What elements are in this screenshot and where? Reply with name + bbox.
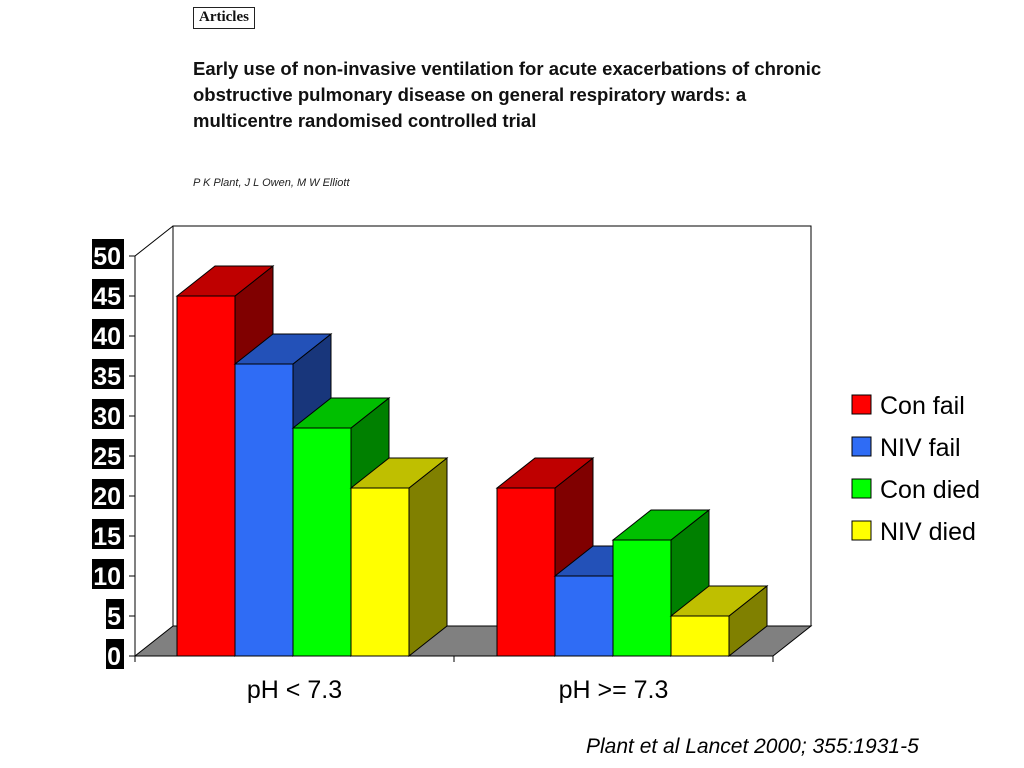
legend-swatch: [851, 394, 872, 415]
y-tick-label: 20: [93, 483, 121, 511]
y-tick-label: 5: [107, 603, 121, 631]
y-tick-label: 25: [93, 443, 121, 471]
y-tick-box: [106, 599, 124, 629]
y-tick-box: [92, 439, 124, 469]
legend-label: Con died: [880, 476, 980, 504]
bar-front: [612, 539, 672, 657]
legend-label: NIV died: [880, 518, 976, 546]
y-tick-box: [92, 239, 124, 269]
bar-front: [292, 427, 352, 657]
citation: Plant et al Lancet 2000; 355:1931-5: [586, 735, 919, 758]
y-tick-box: [92, 479, 124, 509]
y-tick-label: 40: [93, 323, 121, 351]
legend-label: Con fail: [880, 392, 965, 420]
bar-front: [350, 487, 410, 657]
bar-front: [176, 295, 236, 657]
legend-swatch: [851, 520, 872, 541]
bar-front: [670, 615, 730, 657]
y-tick-box: [92, 319, 124, 349]
y-axis: 0 5 10 15 20 25 30 35 40 45 50: [92, 239, 136, 671]
y-tick-label: 50: [93, 243, 121, 271]
legend-swatch: [851, 436, 872, 457]
y-tick-label: 0: [107, 643, 121, 671]
y-tick-box: [106, 639, 124, 669]
x-axis: pH < 7.3 pH >= 7.3: [134, 655, 774, 704]
section-tag: Articles: [193, 7, 255, 29]
legend-swatch: [851, 478, 872, 499]
y-tick-label: 30: [93, 403, 121, 431]
y-tick-label: 45: [93, 283, 121, 311]
bars: [175, 264, 769, 658]
paper-title: Early use of non-invasive ventilation fo…: [193, 58, 822, 131]
bar-front: [554, 575, 614, 657]
y-tick-box: [92, 559, 124, 589]
paper-authors: P K Plant, J L Owen, M W Elliott: [193, 177, 350, 189]
y-tick-label: 15: [93, 523, 121, 551]
bar: [349, 456, 449, 658]
y-tick-box: [92, 279, 124, 309]
bar-side: [408, 456, 448, 658]
y-tick-box: [92, 519, 124, 549]
legend: Con fail NIV fail Con died NIV died: [851, 392, 980, 546]
chart-left-wall-edge: [134, 225, 174, 257]
y-tick-label: 10: [93, 563, 121, 591]
x-category-label: pH >= 7.3: [559, 676, 669, 704]
x-category-label: pH < 7.3: [247, 676, 342, 704]
legend-label: NIV fail: [880, 434, 961, 462]
y-tick-label: 35: [93, 363, 121, 391]
bar-front: [234, 363, 294, 657]
bar-front: [496, 487, 556, 657]
bar: [669, 584, 769, 658]
y-tick-box: [92, 359, 124, 389]
y-tick-box: [92, 399, 124, 429]
